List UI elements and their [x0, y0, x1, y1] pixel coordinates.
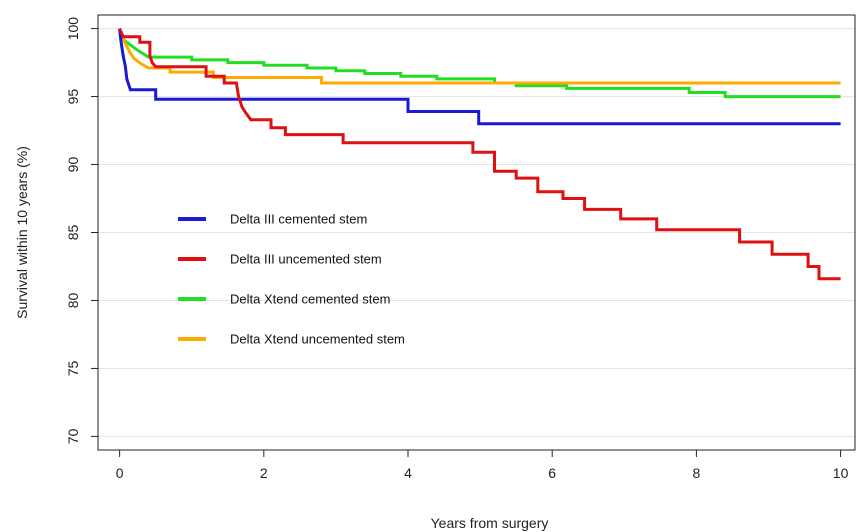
series-line-0	[118, 28, 841, 126]
y-tick-label: 70	[65, 428, 81, 444]
x-tick-label: 10	[833, 465, 849, 481]
legend-label-1: Delta III uncemented stem	[230, 252, 382, 267]
x-tick-label: 8	[692, 465, 700, 481]
y-tick-label: 85	[65, 225, 81, 241]
series-line-3	[118, 28, 841, 85]
y-axis-title: Survival within 10 years (%)	[14, 146, 30, 319]
y-tick-label: 100	[65, 17, 81, 41]
series-line-2	[118, 28, 841, 99]
y-tick-label: 95	[65, 89, 81, 105]
x-tick-label: 4	[404, 465, 412, 481]
legend-label-2: Delta Xtend cemented stem	[230, 292, 390, 307]
legend-label-0: Delta III cemented stem	[230, 212, 367, 227]
x-tick-label: 0	[116, 465, 124, 481]
series-line-1	[118, 27, 841, 281]
x-tick-label: 6	[548, 465, 556, 481]
x-tick-label: 2	[260, 465, 268, 481]
legend-label-3: Delta Xtend uncemented stem	[230, 332, 405, 347]
y-tick-label: 75	[65, 360, 81, 376]
y-tick-label: 80	[65, 292, 81, 308]
y-tick-label: 90	[65, 157, 81, 173]
x-axis-title: Years from surgery	[431, 515, 549, 531]
